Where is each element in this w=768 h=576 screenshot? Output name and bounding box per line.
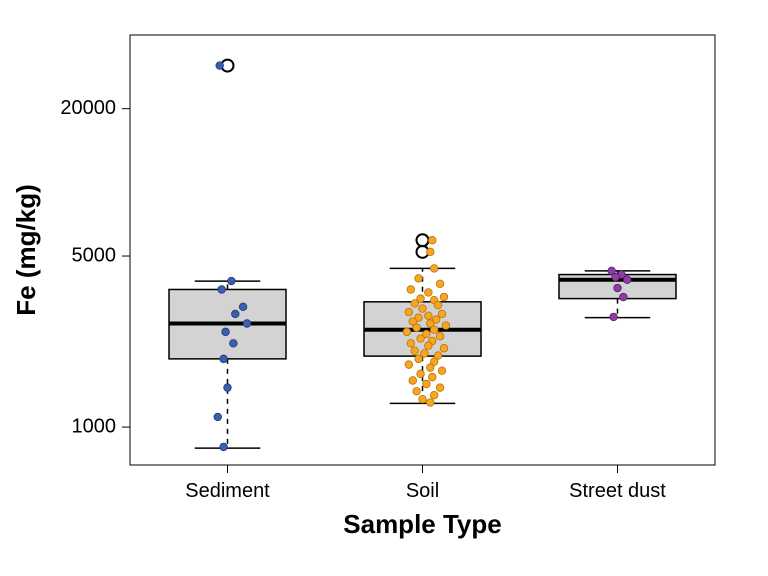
data-point xyxy=(430,265,438,273)
data-point xyxy=(436,384,444,392)
y-axis-title: Fe (mg/kg) xyxy=(11,184,41,315)
data-point xyxy=(430,326,438,334)
data-point xyxy=(428,236,436,244)
chart-container: 1000 5000 20000 Fe (mg/kg) Sample Type Sedime… xyxy=(0,0,768,576)
data-point xyxy=(243,320,251,328)
data-point xyxy=(214,413,222,421)
data-point xyxy=(438,367,446,375)
data-point xyxy=(425,312,433,320)
data-point xyxy=(436,332,444,340)
data-point xyxy=(407,339,415,347)
data-point xyxy=(413,388,421,396)
data-point xyxy=(436,280,444,288)
data-point xyxy=(409,377,417,385)
data-point xyxy=(411,347,419,355)
data-point xyxy=(405,308,413,316)
data-point xyxy=(427,248,435,256)
data-point xyxy=(421,350,429,358)
x-axis-title: Sample Type xyxy=(343,509,501,539)
data-point xyxy=(417,370,425,378)
y-tick-label: 20000 xyxy=(60,97,116,119)
data-point xyxy=(228,277,236,285)
data-point xyxy=(417,335,425,343)
data-point xyxy=(425,289,433,297)
data-point xyxy=(430,391,438,399)
data-point xyxy=(239,303,247,311)
outlier-point xyxy=(417,234,429,246)
data-point xyxy=(423,380,431,388)
data-point xyxy=(428,373,436,381)
data-point xyxy=(403,328,411,336)
data-point xyxy=(438,310,446,318)
data-point xyxy=(415,355,423,363)
data-point xyxy=(620,293,628,301)
data-point xyxy=(419,305,427,313)
data-point xyxy=(413,324,421,332)
boxplot-svg: 1000 5000 20000 Fe (mg/kg) Sample Type Sedime… xyxy=(0,0,768,576)
data-point xyxy=(407,286,415,294)
data-point xyxy=(230,339,238,347)
data-point xyxy=(415,275,423,283)
data-point xyxy=(224,384,232,392)
data-point xyxy=(419,395,427,403)
data-point xyxy=(405,361,413,369)
data-point xyxy=(440,344,448,352)
y-tick-label: 1000 xyxy=(72,415,117,437)
x-tick-label: Street dust xyxy=(569,480,666,502)
x-tick-label: Soil xyxy=(406,480,439,502)
data-point xyxy=(216,62,224,70)
data-point xyxy=(440,293,448,301)
data-point xyxy=(610,313,618,321)
data-point xyxy=(220,443,228,451)
data-point xyxy=(434,301,442,309)
y-tick-label: 5000 xyxy=(72,244,117,266)
data-point xyxy=(218,286,226,294)
data-point xyxy=(427,364,435,372)
data-point xyxy=(614,284,622,292)
data-point xyxy=(612,273,620,281)
data-point xyxy=(442,322,450,330)
data-point xyxy=(411,300,419,308)
data-point xyxy=(623,276,631,284)
data-point xyxy=(427,399,435,407)
data-point xyxy=(425,342,433,350)
data-point xyxy=(232,310,240,318)
x-tick-label: Sediment xyxy=(185,480,270,502)
data-point xyxy=(222,328,230,336)
data-point xyxy=(220,355,228,363)
